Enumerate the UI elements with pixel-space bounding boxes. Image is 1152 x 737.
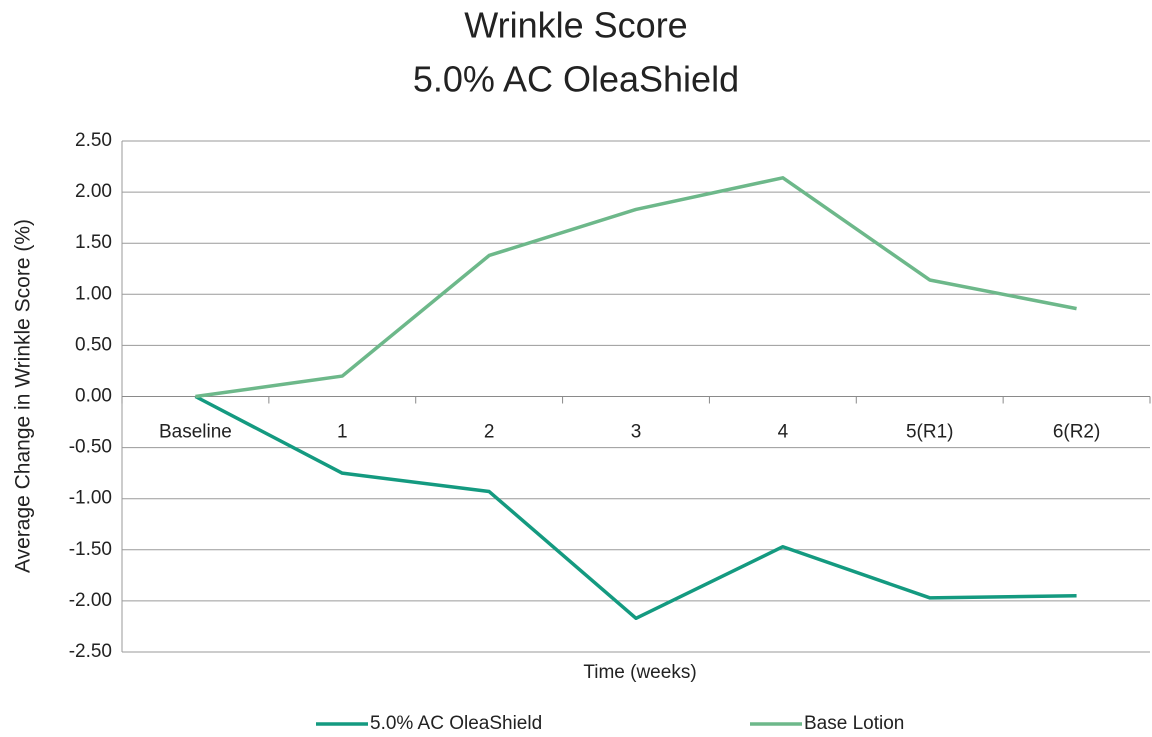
x-tick-label: 1 bbox=[337, 422, 348, 443]
y-tick-label: -1.00 bbox=[69, 488, 112, 509]
chart-subtitle: 5.0% AC OleaShield bbox=[413, 59, 739, 100]
x-tick-label: 2 bbox=[484, 422, 495, 443]
y-tick-label: 0.00 bbox=[75, 386, 112, 407]
y-tick-label: 2.00 bbox=[75, 181, 112, 202]
y-tick-label: -2.50 bbox=[69, 641, 112, 662]
y-tick-label: -1.50 bbox=[69, 539, 112, 560]
y-tick-label: -2.00 bbox=[69, 590, 112, 611]
y-tick-label: 0.50 bbox=[75, 334, 112, 355]
x-tick-label: 5(R1) bbox=[906, 422, 954, 443]
chart-title: Wrinkle Score bbox=[464, 5, 687, 46]
x-tick-label: 4 bbox=[778, 422, 789, 443]
y-tick-label: 1.00 bbox=[75, 283, 112, 304]
x-tick-label: 3 bbox=[631, 422, 642, 443]
legend-label: 5.0% AC OleaShield bbox=[370, 713, 542, 734]
x-tick-label: Baseline bbox=[159, 422, 232, 443]
x-axis-label: Time (weeks) bbox=[583, 662, 696, 683]
y-tick-label: 1.50 bbox=[75, 232, 112, 253]
legend-label: Base Lotion bbox=[804, 713, 904, 734]
y-axis-label: Average Change in Wrinkle Score (%) bbox=[12, 219, 35, 573]
data-line bbox=[194, 394, 1077, 621]
y-tick-label: 2.50 bbox=[75, 130, 112, 151]
x-tick-label: 6(R2) bbox=[1053, 422, 1101, 443]
data-line bbox=[195, 176, 1077, 399]
y-tick-label: -0.50 bbox=[69, 437, 112, 458]
